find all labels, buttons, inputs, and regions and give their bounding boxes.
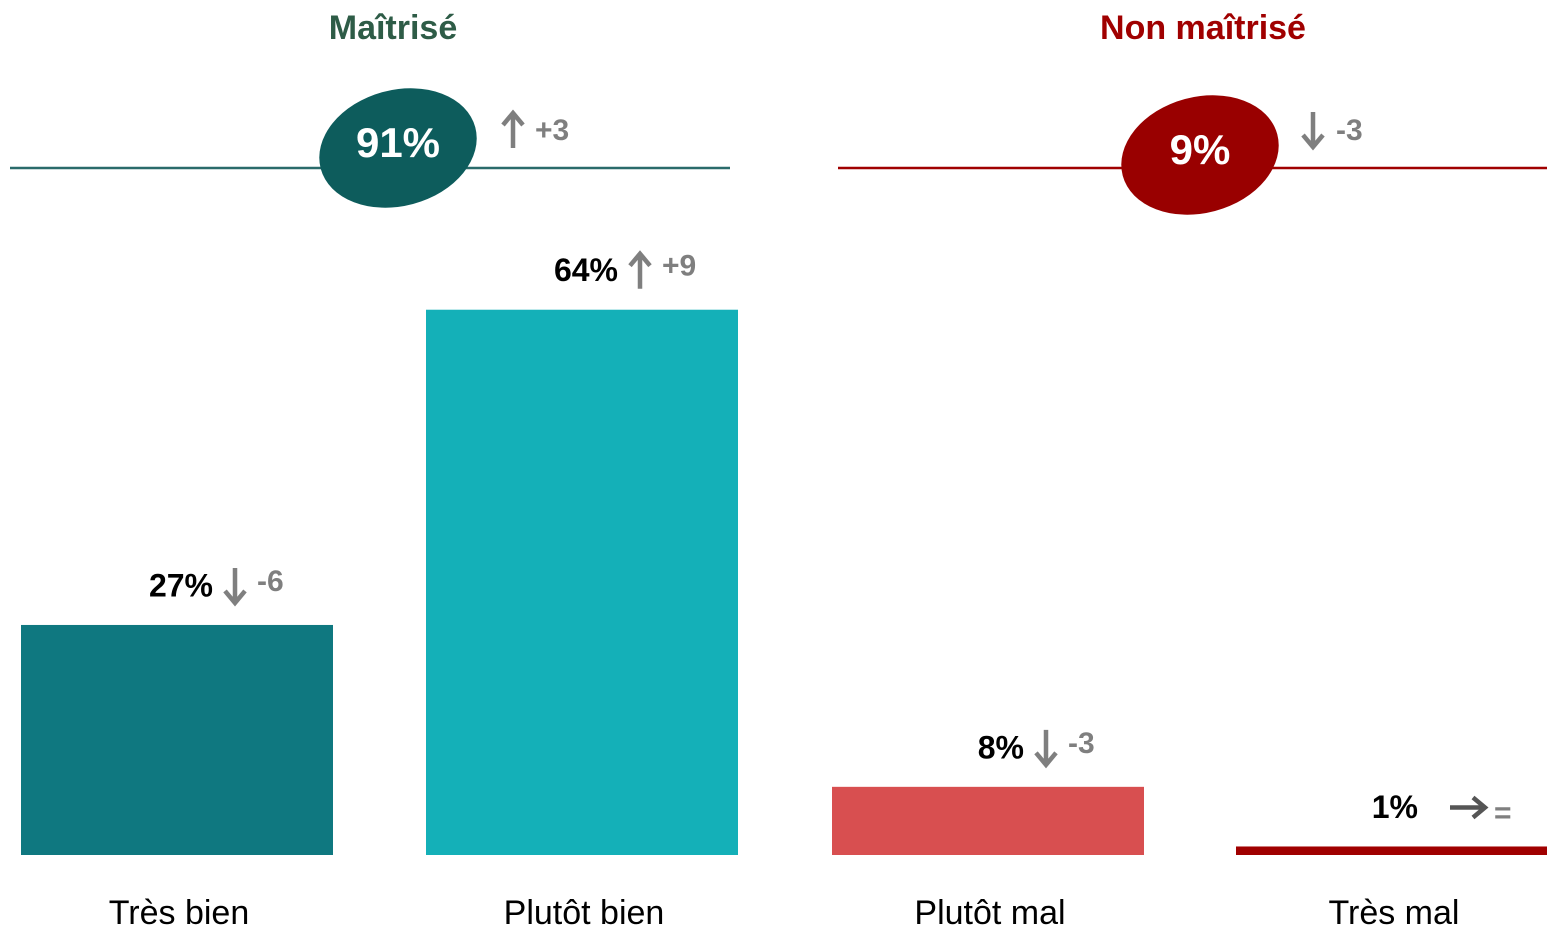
value-label: 64% [554, 252, 618, 288]
value-label: 8% [978, 729, 1024, 765]
category-label: Plutôt bien [504, 894, 665, 932]
change-label: -3 [1068, 727, 1095, 760]
bar [1236, 846, 1547, 855]
total-label: 9% [1170, 126, 1231, 173]
bar [426, 309, 738, 856]
change-label: = [1494, 796, 1512, 829]
total-change: -3 [1336, 114, 1363, 147]
category-label: Plutôt mal [914, 894, 1065, 932]
trend-arrow [1034, 729, 1058, 769]
change-label: -6 [257, 565, 284, 598]
value-label: 27% [149, 567, 213, 603]
value-label: 1% [1372, 789, 1418, 825]
total-badge [319, 88, 477, 208]
total-label: 91% [356, 119, 440, 166]
group-title: Maîtrisé [329, 9, 458, 47]
bar [832, 786, 1144, 855]
trend-arrow [628, 250, 652, 289]
total-change: +3 [535, 114, 569, 147]
trend-arrow [1301, 112, 1325, 151]
bar [21, 624, 333, 855]
group-title: Non maîtrisé [1100, 9, 1306, 47]
category-label: Très bien [109, 894, 249, 932]
trend-arrow [223, 567, 247, 607]
change-label: +9 [662, 250, 696, 283]
trend-arrow [1450, 795, 1489, 820]
trend-arrow [501, 109, 525, 148]
category-label: Très mal [1329, 894, 1460, 932]
total-badge [1121, 95, 1279, 215]
